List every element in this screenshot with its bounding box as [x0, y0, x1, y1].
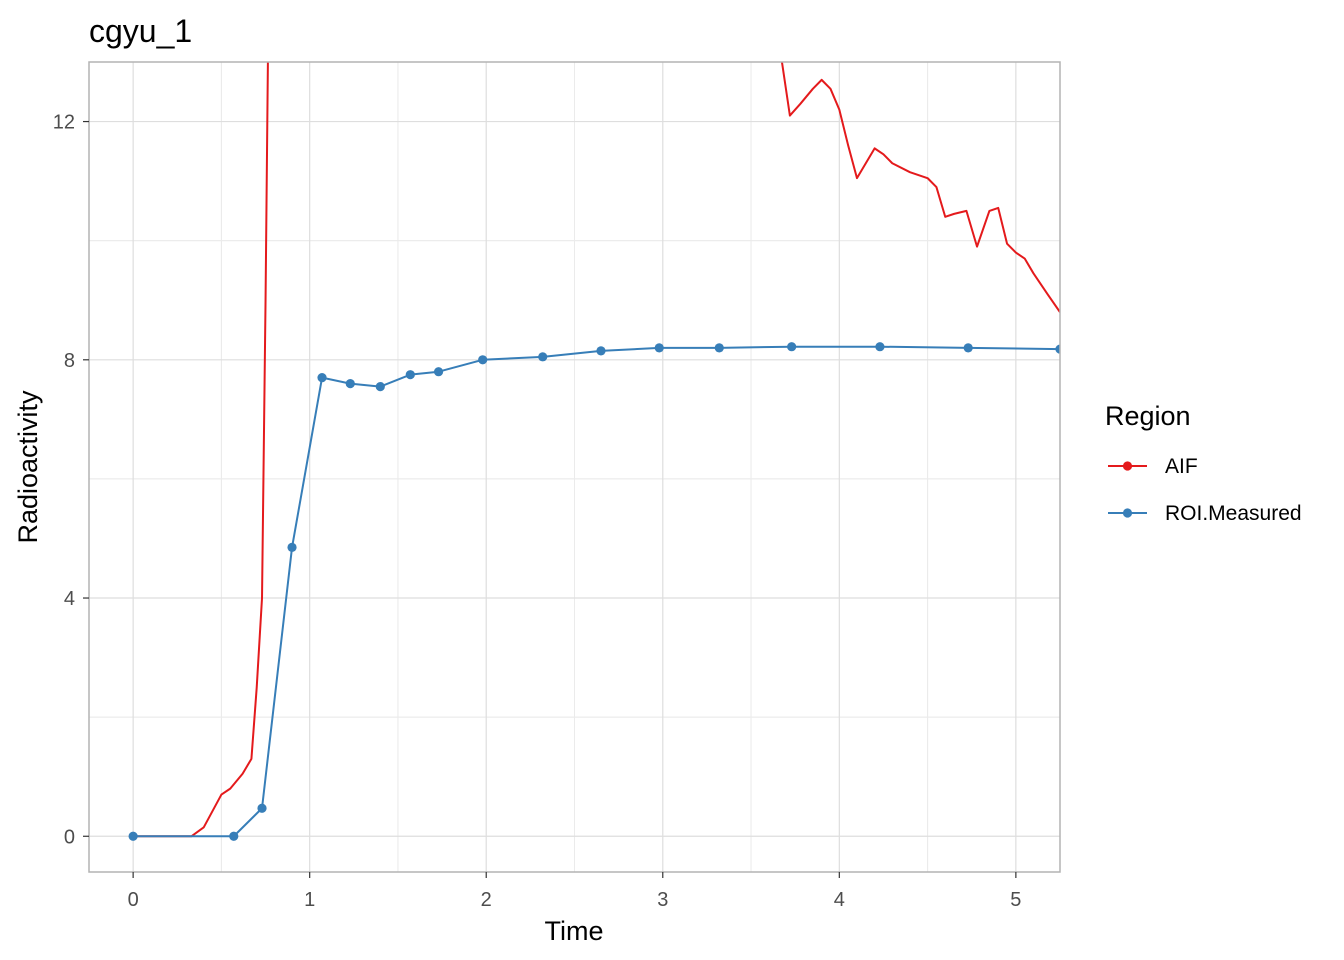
x-tick-label: 4 — [834, 889, 845, 911]
data-point-roi-measured — [317, 373, 327, 383]
data-point-roi-measured — [257, 803, 267, 813]
x-tick-label: 5 — [1010, 889, 1021, 911]
data-point-roi-measured — [538, 352, 548, 362]
data-point-roi-measured — [229, 831, 239, 841]
data-point-roi-measured — [714, 343, 724, 353]
legend-key-point-aif — [1122, 461, 1133, 471]
data-point-roi-measured — [875, 342, 885, 352]
data-point-roi-measured — [1055, 344, 1060, 354]
data-point-roi-measured — [345, 379, 355, 389]
y-axis-ticks: 0 4 8 12 — [53, 112, 89, 848]
legend-label-aif: AIF — [1165, 455, 1198, 478]
data-point-roi-measured — [787, 342, 797, 352]
data-point-roi-measured — [128, 831, 138, 841]
data-point-roi-measured — [963, 343, 973, 353]
x-tick-label: 0 — [128, 889, 139, 911]
plot-area — [88, 61, 1061, 873]
legend-label-roi-measured: ROI.Measured — [1165, 502, 1302, 525]
legend: Region AIF ROI.Measured — [1105, 401, 1302, 525]
data-point-roi-measured — [405, 370, 415, 380]
series-layer — [128, 62, 1060, 841]
y-tick-label: 0 — [64, 826, 75, 848]
data-point-roi-measured — [654, 343, 664, 353]
y-tick-label: 8 — [64, 350, 75, 372]
series-line-roi-measured — [133, 345, 1060, 838]
x-axis-title: Time — [545, 916, 604, 946]
data-point-roi-measured — [478, 355, 488, 365]
chart-title: cgyu_1 — [89, 13, 192, 49]
legend-key-point-roi-measured — [1122, 508, 1133, 518]
data-point-roi-measured — [287, 542, 297, 553]
legend-title: Region — [1105, 401, 1191, 431]
x-tick-label: 2 — [481, 889, 492, 911]
y-tick-label: 4 — [64, 588, 75, 610]
x-tick-label: 1 — [304, 889, 315, 911]
data-point-roi-measured — [596, 346, 606, 356]
y-tick-label: 12 — [53, 112, 75, 134]
x-axis-ticks: 0 1 2 3 4 5 — [128, 872, 1021, 911]
data-point-roi-measured — [433, 367, 444, 377]
y-axis-title: Radioactivity — [13, 390, 43, 544]
data-point-roi-measured — [375, 381, 385, 392]
grid — [89, 62, 1060, 872]
series-line-aif — [133, 62, 1060, 838]
x-tick-label: 3 — [657, 889, 668, 911]
panel-border — [88, 61, 1061, 873]
legend-entries: AIF ROI.Measured — [1108, 455, 1302, 525]
